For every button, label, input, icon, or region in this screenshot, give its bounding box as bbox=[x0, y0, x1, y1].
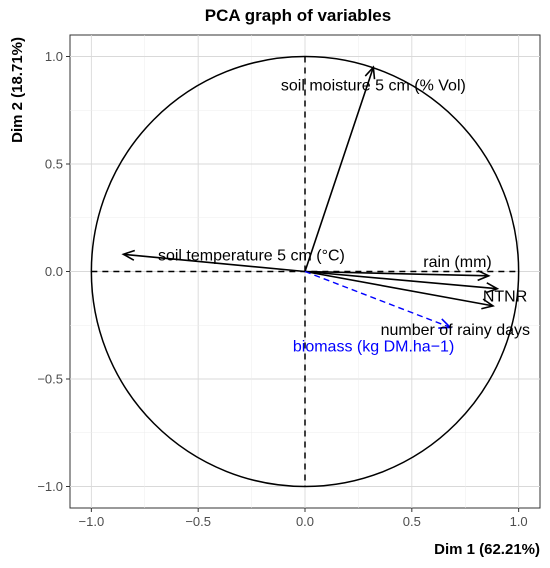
label-number-of-rainy-days: number of rainy days bbox=[381, 322, 530, 339]
label-rain-mm: rain (mm) bbox=[423, 254, 491, 271]
arrow-rain-mm bbox=[304, 270, 489, 277]
label-soil-moisture-5-cm-vol: soil moisture 5 cm (% Vol) bbox=[281, 77, 466, 94]
y-tick-label: 1.0 bbox=[45, 49, 63, 64]
x-tick-label: 0.0 bbox=[296, 514, 314, 529]
arrow-ntnr bbox=[304, 270, 498, 290]
x-tick-label: −0.5 bbox=[185, 514, 211, 529]
arrow-soil-temperature-5-cm-c bbox=[123, 253, 306, 273]
arrow-soil-moisture-5-cm-vol bbox=[304, 66, 375, 272]
x-tick-label: 1.0 bbox=[510, 514, 528, 529]
axis-ticks: −1.0 −0.5 0.0 0.5 1.0 −1.0 −0.5 0.0 0.5 1.0 bbox=[37, 49, 527, 529]
variable-arrows bbox=[121, 65, 500, 329]
label-ntnr: NTNR bbox=[483, 289, 527, 306]
x-axis-title: Dim 1 (62.21%) bbox=[434, 541, 540, 558]
label-soil-temperature-5-cm-c: soil temperature 5 cm (°C) bbox=[158, 247, 345, 264]
y-tick-label: 0.0 bbox=[45, 264, 63, 279]
arrowhead-soil-temperature-5-cm-c bbox=[121, 249, 136, 261]
chart-title: PCA graph of variables bbox=[205, 6, 391, 25]
label-biomass-kg-dm-ha-1: biomass (kg DM.ha−1) bbox=[293, 338, 454, 355]
arrowhead-rain-mm bbox=[477, 269, 491, 282]
arrowhead-biomass-kg-dm-ha-1 bbox=[438, 318, 453, 329]
y-tick-label: −0.5 bbox=[37, 372, 63, 387]
y-axis-title: Dim 2 (18.71%) bbox=[9, 37, 26, 143]
arrow-number-of-rainy-days bbox=[304, 270, 494, 307]
arrowhead-number-of-rainy-days bbox=[481, 298, 495, 310]
y-tick-label: 0.5 bbox=[45, 157, 63, 172]
arrowhead-ntnr bbox=[485, 282, 500, 294]
y-tick-label: −1.0 bbox=[37, 479, 63, 494]
x-tick-label: −1.0 bbox=[79, 514, 105, 529]
arrowhead-soil-moisture-5-cm-vol bbox=[364, 65, 376, 80]
arrow-biomass-kg-dm-ha-1 bbox=[304, 270, 451, 329]
variable-labels: soil moisture 5 cm (% Vol) soil temperatu… bbox=[158, 77, 530, 355]
x-tick-label: 0.5 bbox=[403, 514, 421, 529]
